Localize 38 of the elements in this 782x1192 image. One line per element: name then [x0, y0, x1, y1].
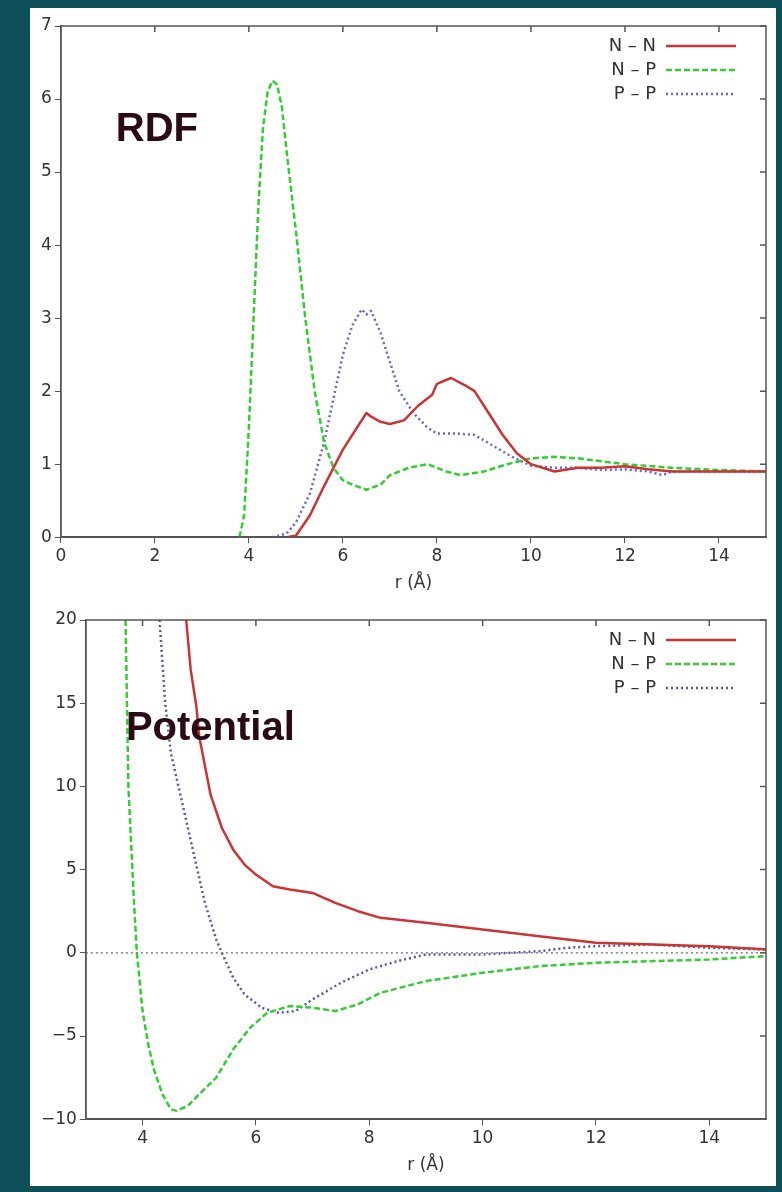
line-series	[124, 620, 766, 1113]
y-tick-label: 5	[40, 160, 52, 181]
y-tick-label: 0	[40, 525, 52, 546]
x-axis-title: r (Å)	[394, 571, 433, 593]
y-tick-label: 10	[55, 774, 77, 795]
text: RDF	[115, 105, 199, 149]
y-tick-label: 2	[40, 379, 52, 400]
y-tick-label: 4	[40, 233, 52, 254]
y-tick-label: −5	[51, 1024, 77, 1045]
legend-label: N – N	[608, 627, 656, 649]
y-tick-label: 7	[40, 14, 52, 35]
x-tick-label: 6	[250, 1126, 262, 1147]
y-tick-label: 20	[55, 608, 77, 629]
y-tick-label: 0	[66, 941, 77, 962]
legend-label: N – N	[608, 33, 656, 55]
x-tick-label: 12	[614, 544, 636, 565]
legend-label: N – P	[611, 57, 657, 79]
y-tick-label: 6	[40, 87, 52, 108]
legend-label: P – P	[613, 675, 657, 697]
x-tick-label: 8	[431, 544, 443, 565]
x-tick-label: 6	[337, 544, 349, 565]
x-axis-title: r (Å)	[407, 1153, 445, 1175]
x-tick-label: 4	[243, 544, 255, 565]
x-tick-label: 10	[471, 1126, 494, 1147]
x-tick-label: 14	[698, 1126, 721, 1147]
x-tick-label: 14	[708, 544, 730, 565]
y-tick-label: 5	[66, 858, 77, 879]
x-tick-label: 10	[520, 544, 542, 565]
x-tick-label: 8	[363, 1126, 375, 1147]
y-tick-label: 3	[40, 306, 52, 327]
y-tick-label: 1	[40, 452, 52, 473]
x-tick-label: 2	[149, 544, 161, 565]
y-tick-label: −10	[40, 1107, 77, 1128]
y-tick-label: 15	[55, 691, 77, 712]
x-tick-label: 12	[585, 1126, 607, 1147]
legend-label: N – P	[611, 651, 657, 673]
legend-label: P – P	[613, 81, 657, 103]
x-tick-label: 4	[137, 1126, 148, 1147]
